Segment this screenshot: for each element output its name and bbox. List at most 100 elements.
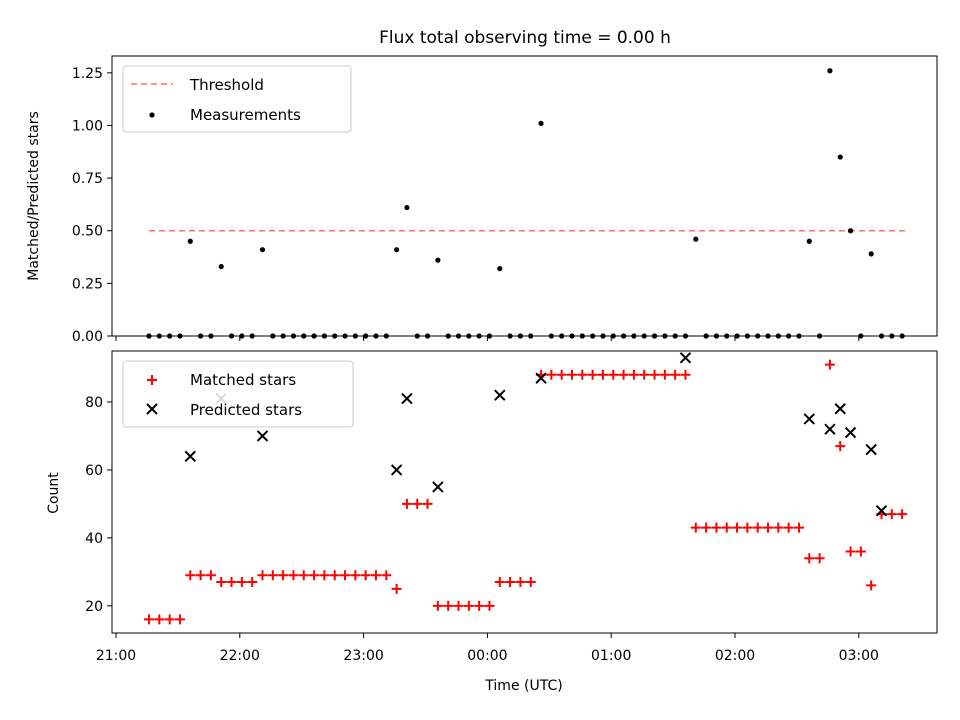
y-tick-label: 40 [85,531,103,547]
measurement-point [394,247,400,253]
matched-star-point [804,553,815,564]
predicted-star-point [390,464,403,476]
x-tick-label: 22:00 [220,648,260,664]
matched-star-point [525,577,536,588]
top-panel-frame [111,55,938,337]
predicted-star-point [432,481,444,493]
matched-star-point [886,509,897,520]
legend-threshold-label: Threshold [189,76,264,94]
matched-star-point [670,369,681,380]
y-tick-label: 80 [85,395,103,411]
matched-star-point [835,441,846,452]
matched-star-point [814,553,825,564]
predicted-star-point [184,450,196,463]
y-tick-label: 60 [85,463,103,479]
measurement-point [218,263,224,270]
measurement-point [259,247,266,253]
matched-star-point [226,577,237,588]
matched-star-point [773,522,784,533]
matched-star-point [401,498,412,509]
predicted-star-point [401,392,413,405]
y-tick-label: 0.25 [72,276,103,292]
top-panel-legend: Threshold Measurements [122,65,352,133]
matched-star-point [494,577,505,588]
measurement-point [806,238,812,244]
y-tick-label: 0.75 [72,171,103,187]
bottom-legend-frame [122,360,354,428]
legend-predicted-marker [146,403,158,415]
matched-star-point [412,498,423,509]
matched-star-point [742,522,753,533]
y-tick-label: 20 [85,599,103,615]
top-panel-x-ticks [115,336,860,341]
matched-star-point [205,570,216,581]
predicted-star-point [824,423,836,435]
matched-star-point [824,359,835,370]
matched-star-point [247,577,258,588]
matched-star-point [628,369,639,380]
matched-star-point [144,614,155,625]
measurement-point [435,257,441,263]
x-tick-label: 01:00 [591,648,631,664]
x-tick-label: 00:00 [467,648,507,664]
bottom-panel-x-ticks: 21:00 22:00 23:00 00:00 01:00 02:00 03:00 [96,633,879,664]
legend-predicted-label: Predicted stars [190,401,302,419]
bottom-panel-y-ticks: 20 40 60 80 [85,395,112,615]
matched-star-point [474,600,485,611]
matched-star-point [845,546,856,557]
x-tick-label: 03:00 [839,648,879,664]
chart-title: Flux total observing time = 0.00 h [379,28,671,48]
matched-star-point [391,583,402,594]
matched-star-point [618,369,629,380]
matched-star-point [597,369,608,380]
measurement-point [404,204,410,211]
matched-star-point [721,522,732,533]
predicted-star-point [844,426,857,439]
bottom-panel-y-axis-label: Count [46,472,62,514]
legend-predicted-swatch [146,403,158,415]
top-panel-marks [146,68,907,339]
matched-star-point [216,577,227,588]
matched-star-point [463,600,474,611]
matched-star-point [515,577,526,588]
predicted-star-point [875,504,888,517]
bottom-panel-legend: Matched stars Predicted stars [122,360,354,428]
y-tick-label: 0.00 [72,329,103,345]
top-legend-frame [122,65,352,133]
matched-star-point [639,369,650,380]
matched-star-point [432,600,443,611]
x-tick-label: 21:00 [96,648,136,664]
matched-star-point [732,522,743,533]
measurement-point [837,154,843,160]
measurement-point [187,238,193,244]
matched-star-point [278,570,289,581]
matched-star-point [422,498,433,509]
matched-star-point [701,522,712,533]
x-tick-label: 23:00 [343,648,383,664]
matched-star-point [360,570,371,581]
legend-measurements-label: Measurements [190,106,301,124]
matched-star-point [690,522,701,533]
matched-star-point [566,369,577,380]
matched-star-point [329,570,340,581]
predicted-star-point [256,430,269,442]
top-panel: 0.00 0.25 0.50 0.75 1.00 1.25 Matched/Predict… [26,55,938,345]
matched-star-point [164,614,175,625]
matched-star-point [298,570,309,581]
matched-star-point [752,522,763,533]
matched-star-point [154,614,165,625]
matched-star-point [453,600,464,611]
y-tick-label: 1.00 [72,118,103,134]
legend-matched-swatch [147,375,157,385]
matched-star-point [319,570,330,581]
matched-star-point [443,600,454,611]
matched-star-point [649,369,660,380]
measurement-point [827,68,833,74]
measurement-point [497,266,503,272]
matched-star-point [855,546,866,557]
matched-star-point [783,522,794,533]
bottom-panel-x-axis-label: Time (UTC) [484,678,562,694]
matched-star-point [587,369,598,380]
matched-star-point [370,570,381,581]
